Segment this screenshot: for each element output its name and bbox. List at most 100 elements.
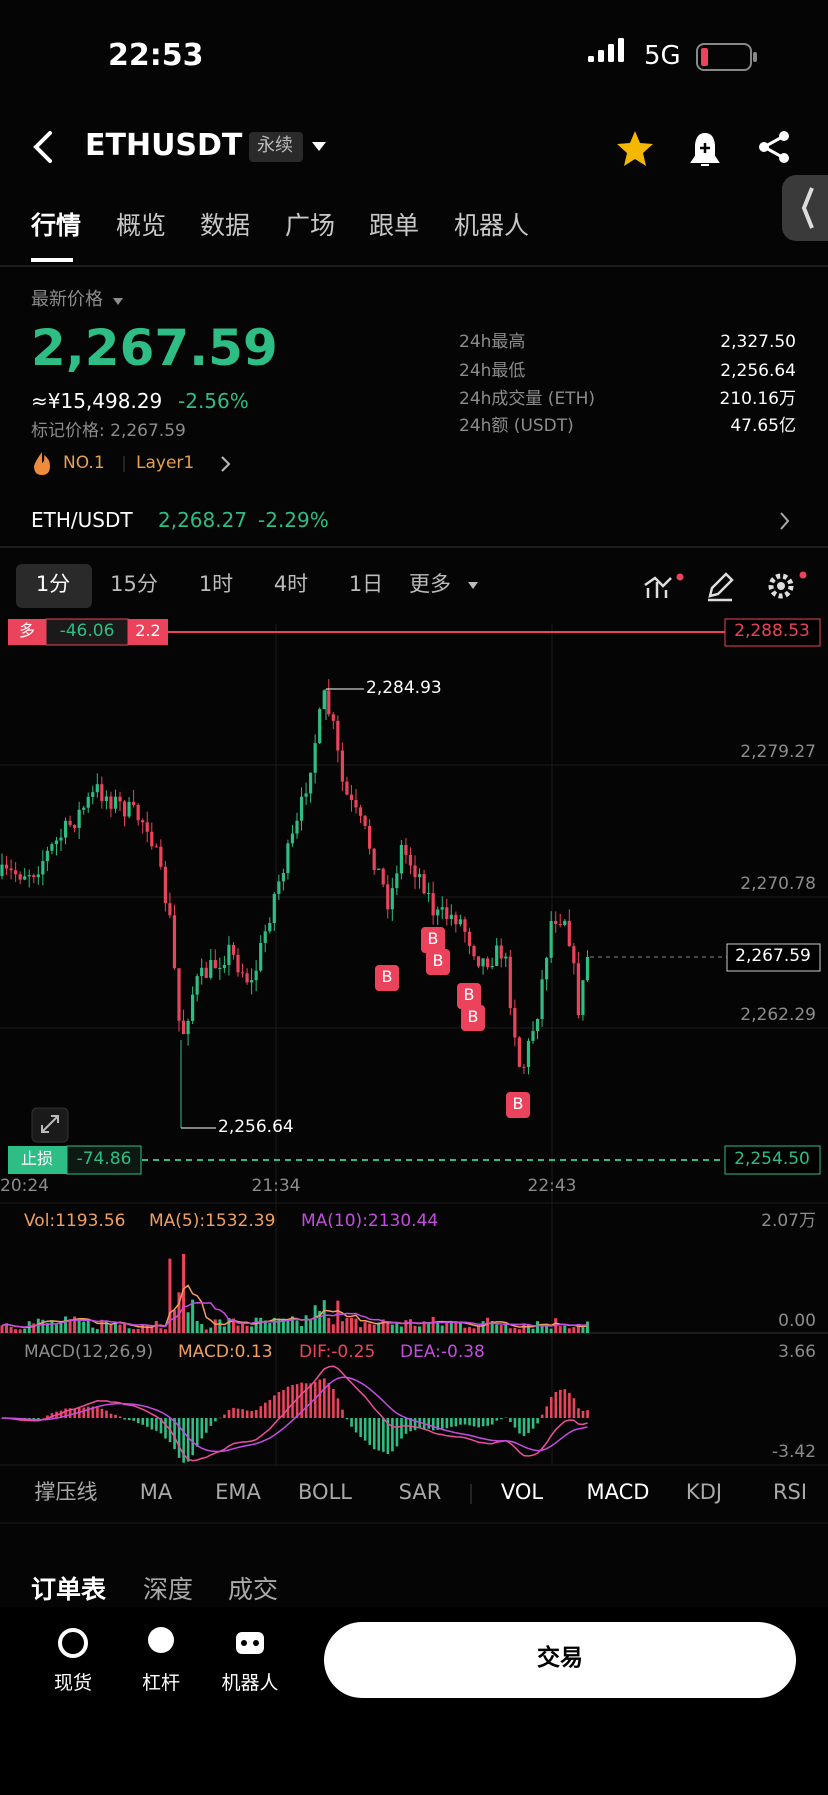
candle-body xyxy=(517,1037,521,1067)
macd-value: MACD:0.13 xyxy=(178,1341,273,1362)
order-tab[interactable]: 成交 xyxy=(228,1575,279,1605)
candle-body xyxy=(227,944,231,965)
vol-bar xyxy=(73,1316,77,1333)
macd-bar xyxy=(109,1413,113,1418)
nav-tab[interactable]: 行情 xyxy=(31,211,82,241)
time-label: 22:43 xyxy=(527,1175,577,1196)
indicator-tab[interactable]: 撑压线 xyxy=(34,1480,98,1505)
mark-price: 标记价格: 2,267.59 xyxy=(31,420,186,441)
nav-tab[interactable]: 广场 xyxy=(285,211,336,241)
stat-value: 2,256.64 xyxy=(720,360,796,381)
nav-label[interactable]: 现货 xyxy=(53,1671,93,1694)
vol-bar xyxy=(5,1323,9,1333)
vol-bar xyxy=(227,1317,231,1333)
bot-eye xyxy=(241,1640,247,1646)
sector[interactable]: Layer1 xyxy=(136,452,195,473)
favorite-star[interactable] xyxy=(617,131,653,166)
candle-body xyxy=(177,968,181,1021)
current-price: 2,267.59 xyxy=(735,945,811,966)
timeframe[interactable]: 15分 xyxy=(110,572,158,597)
indicator-tab[interactable]: RSI xyxy=(772,1480,808,1505)
candle-body xyxy=(540,979,544,1019)
indicator-tab[interactable]: MA xyxy=(139,1480,173,1505)
macd-bar xyxy=(127,1418,131,1421)
timeframe[interactable]: 1分 xyxy=(35,572,71,597)
indicator-tab[interactable]: EMA xyxy=(215,1480,261,1505)
nav-tab[interactable]: 机器人 xyxy=(454,211,530,241)
vol-bar xyxy=(168,1258,172,1333)
spot-pair[interactable]: ETH/USDT xyxy=(31,508,133,532)
candle-body xyxy=(358,807,363,816)
vol-bar xyxy=(345,1318,349,1333)
vol-bar xyxy=(259,1317,263,1333)
candle-body xyxy=(73,824,77,828)
candle-body xyxy=(68,820,72,825)
order-tab[interactable]: 深度 xyxy=(143,1575,194,1605)
candle-body xyxy=(250,980,254,983)
vol-bar xyxy=(204,1329,208,1333)
indicator-tab[interactable]: KDJ xyxy=(685,1480,723,1505)
timeframe[interactable]: 1日 xyxy=(348,572,384,597)
stat-label: 24h成交量 (ETH) xyxy=(459,388,595,409)
macd-bar xyxy=(286,1386,290,1418)
indicator-tab[interactable]: BOLL xyxy=(298,1480,352,1505)
spot-icon[interactable] xyxy=(58,1628,88,1658)
vol-bar xyxy=(545,1323,549,1333)
candle-body xyxy=(23,876,27,880)
macd-bar xyxy=(268,1399,272,1418)
candle-body xyxy=(327,690,331,715)
buy-marker-bg xyxy=(461,1005,485,1031)
vol-bar xyxy=(563,1325,567,1333)
vol-bar xyxy=(372,1324,376,1333)
candle-body xyxy=(522,1066,526,1068)
margin-icon[interactable] xyxy=(148,1627,174,1653)
hot-icon xyxy=(34,452,50,475)
nav-label[interactable]: 机器人 xyxy=(221,1671,279,1694)
macd-bar xyxy=(200,1418,204,1439)
vol-bar xyxy=(254,1317,258,1333)
timeframe-selected xyxy=(16,564,92,608)
back-button[interactable] xyxy=(33,131,52,163)
symbol[interactable]: ETHUSDT xyxy=(85,127,243,163)
candle-body xyxy=(526,1040,531,1067)
vol-bar xyxy=(449,1321,453,1333)
candle-body xyxy=(427,893,431,895)
symbol-dropdown[interactable] xyxy=(312,142,326,151)
draw-tool-icon[interactable] xyxy=(708,572,734,602)
order-tab[interactable]: 订单表 xyxy=(31,1575,107,1605)
settings-icon[interactable] xyxy=(768,573,794,599)
vol-value: Vol:1193.56 xyxy=(24,1210,126,1231)
price-axis-label: 2,270.78 xyxy=(740,873,816,894)
candle-body xyxy=(572,946,576,964)
macd-bar xyxy=(377,1418,381,1451)
vol-bar xyxy=(281,1318,285,1333)
nav-tab[interactable]: 跟单 xyxy=(369,211,420,241)
vol-bar xyxy=(572,1327,576,1333)
macd-bar xyxy=(41,1417,45,1419)
timeframe[interactable]: 1时 xyxy=(198,572,234,597)
nav-tab[interactable]: 概览 xyxy=(116,211,167,241)
indicator-tab[interactable]: VOL xyxy=(500,1480,544,1505)
timeframe[interactable]: 更多 xyxy=(409,572,451,597)
nav-tab[interactable]: 数据 xyxy=(200,211,251,241)
trade-button-label[interactable]: 交易 xyxy=(537,1645,583,1672)
candle-body xyxy=(336,720,340,751)
vol-bar xyxy=(32,1323,36,1333)
macd-bar xyxy=(277,1392,281,1418)
nav-label[interactable]: 杠杆 xyxy=(141,1671,181,1694)
timeframe[interactable]: 4时 xyxy=(273,572,309,597)
signal-bar xyxy=(618,38,624,62)
macd-bar xyxy=(581,1410,585,1418)
vol-bar xyxy=(123,1323,127,1333)
candle-body xyxy=(286,843,290,874)
vol-bar xyxy=(54,1324,58,1333)
bot-icon[interactable] xyxy=(236,1632,264,1654)
indicator-tab[interactable]: SAR xyxy=(398,1480,442,1505)
trade-button[interactable] xyxy=(324,1622,796,1698)
macd-bar xyxy=(468,1418,471,1426)
indicator-tab[interactable]: MACD xyxy=(586,1480,650,1505)
macd-bar xyxy=(336,1398,340,1418)
indicator-dot xyxy=(676,573,684,581)
indicator-icon[interactable] xyxy=(644,576,672,598)
vol-bar xyxy=(413,1325,417,1333)
